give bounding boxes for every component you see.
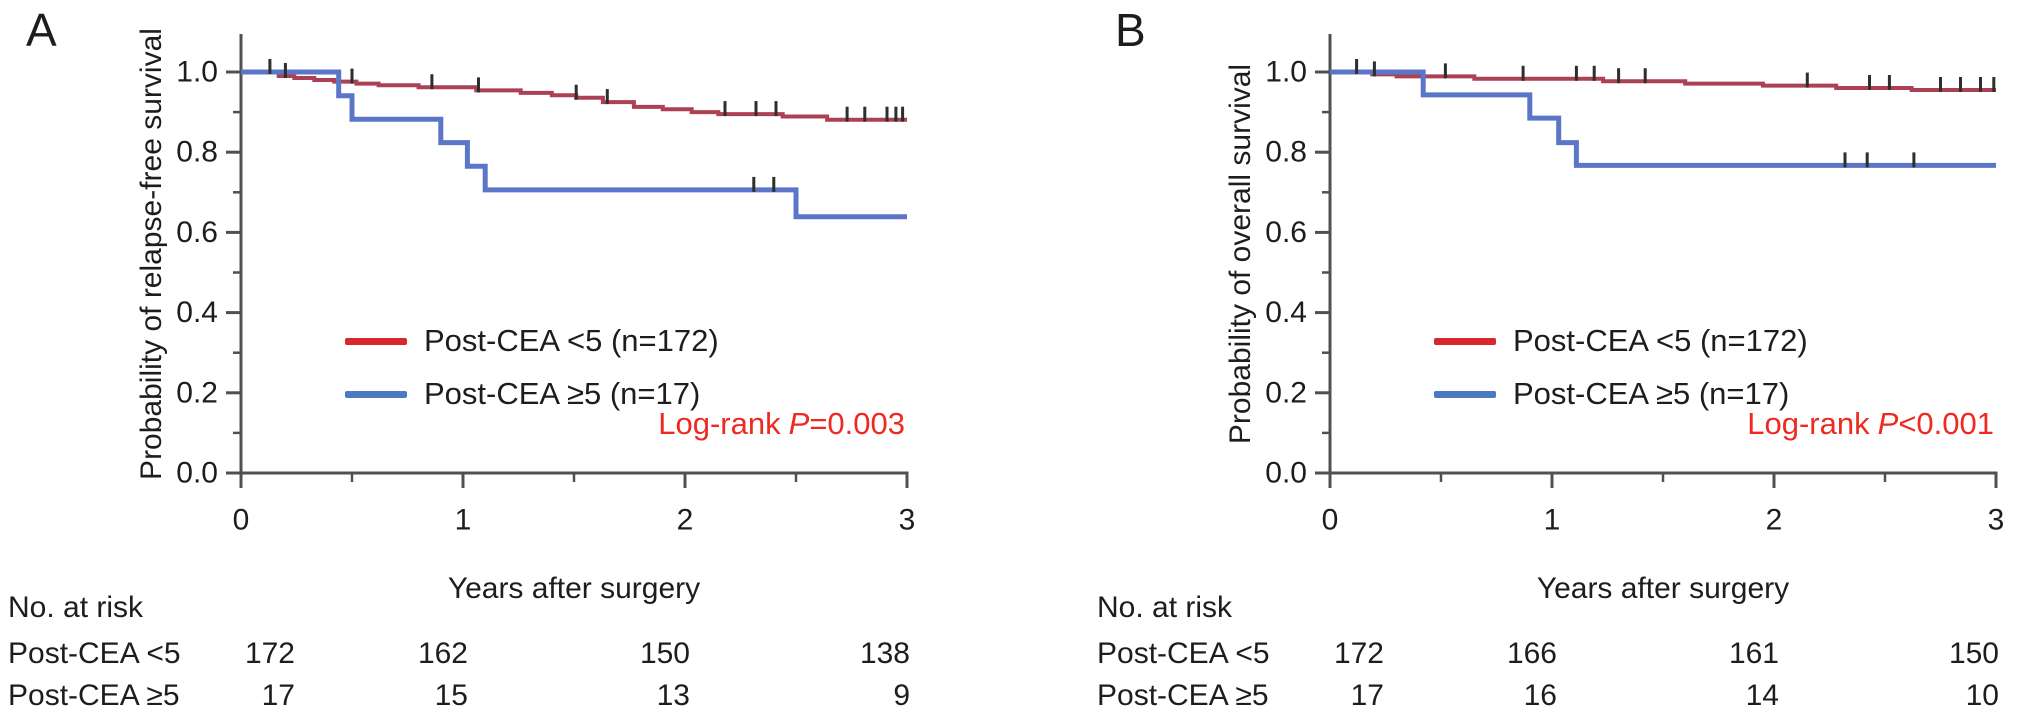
svg-text:3: 3 [899,504,916,537]
svg-text:2: 2 [677,504,694,537]
svg-text:0.4: 0.4 [1265,296,1307,329]
svg-text:0.0: 0.0 [176,457,218,490]
svg-text:0: 0 [233,504,250,537]
svg-text:0.0: 0.0 [1265,457,1307,490]
svg-text:0.8: 0.8 [1265,136,1307,169]
svg-text:3: 3 [1988,504,2005,537]
svg-text:0.6: 0.6 [176,216,218,249]
svg-text:1: 1 [1544,504,1561,537]
svg-text:0.8: 0.8 [176,136,218,169]
svg-text:2: 2 [1766,504,1783,537]
svg-text:0.6: 0.6 [1265,216,1307,249]
svg-text:1.0: 1.0 [176,56,218,89]
svg-text:0.4: 0.4 [176,296,218,329]
svg-text:0.2: 0.2 [1265,376,1307,409]
svg-text:1.0: 1.0 [1265,56,1307,89]
svg-text:0: 0 [1322,504,1339,537]
svg-text:1: 1 [455,504,472,537]
svg-text:0.2: 0.2 [176,376,218,409]
